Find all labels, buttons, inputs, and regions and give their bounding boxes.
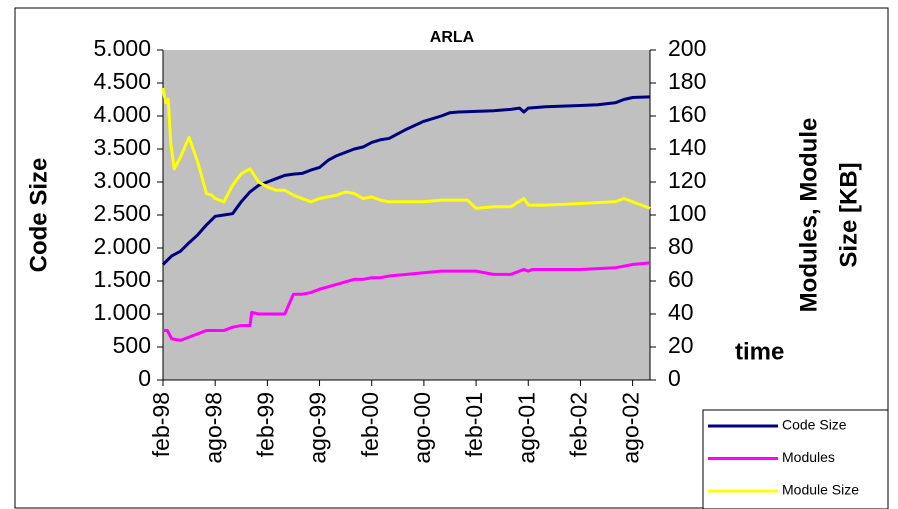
y-tick-label: 3.500	[93, 134, 151, 160]
y2-tick-label: 40	[668, 299, 694, 325]
x-tick-label: ago-02	[618, 392, 644, 464]
y2-tick-label: 0	[668, 365, 681, 391]
y-tick-label: 1.500	[93, 266, 151, 292]
y2-tick-label: 200	[668, 35, 706, 61]
chart-title: ARLA	[430, 29, 475, 46]
y-tick-label: 5.000	[93, 35, 151, 61]
x-tick-label: ago-99	[305, 392, 331, 464]
y-tick-label: 500	[113, 332, 151, 358]
y-axis-title: Code Size	[25, 158, 52, 273]
x-tick-label: feb-98	[148, 392, 174, 457]
series-line	[163, 261, 651, 342]
y-tick-label: 4.000	[93, 101, 151, 127]
y-tick-label: 0	[138, 365, 151, 391]
y2-tick-label: 100	[668, 200, 706, 226]
x-tick-label: feb-02	[566, 392, 592, 457]
x-tick-label: feb-01	[461, 392, 487, 457]
y2-tick-label: 160	[668, 101, 706, 127]
y-tick-label: 2.500	[93, 200, 151, 226]
x-tick-label: feb-99	[252, 392, 278, 457]
y2-axis-title: Modules, Module	[795, 118, 822, 313]
legend-label: Code Size	[782, 417, 847, 433]
y-tick-label: 4.500	[93, 68, 151, 94]
x-tick-label: ago-01	[513, 392, 539, 464]
y2-tick-label: 140	[668, 134, 706, 160]
x-tick-label: ago-98	[200, 392, 226, 464]
series-line	[161, 95, 651, 266]
y2-tick-label: 20	[668, 332, 694, 358]
y2-tick-label: 60	[668, 266, 694, 292]
plot-area	[163, 50, 650, 380]
y-tick-label: 2.000	[93, 233, 151, 259]
y2-tick-label: 80	[668, 233, 694, 259]
y2-tick-label: 120	[668, 167, 706, 193]
y-tick-label: 3.000	[93, 167, 151, 193]
x-tick-label: ago-00	[409, 392, 435, 464]
series-line	[161, 87, 651, 210]
y2-tick-label: 180	[668, 68, 706, 94]
legend-label: Module Size	[782, 482, 859, 498]
y-tick-label: 1.000	[93, 299, 151, 325]
y2-axis-title: Size [KB]	[835, 162, 862, 267]
x-axis-title: time	[735, 338, 784, 365]
x-tick-label: feb-00	[357, 392, 383, 457]
legend-label: Modules	[782, 449, 835, 465]
